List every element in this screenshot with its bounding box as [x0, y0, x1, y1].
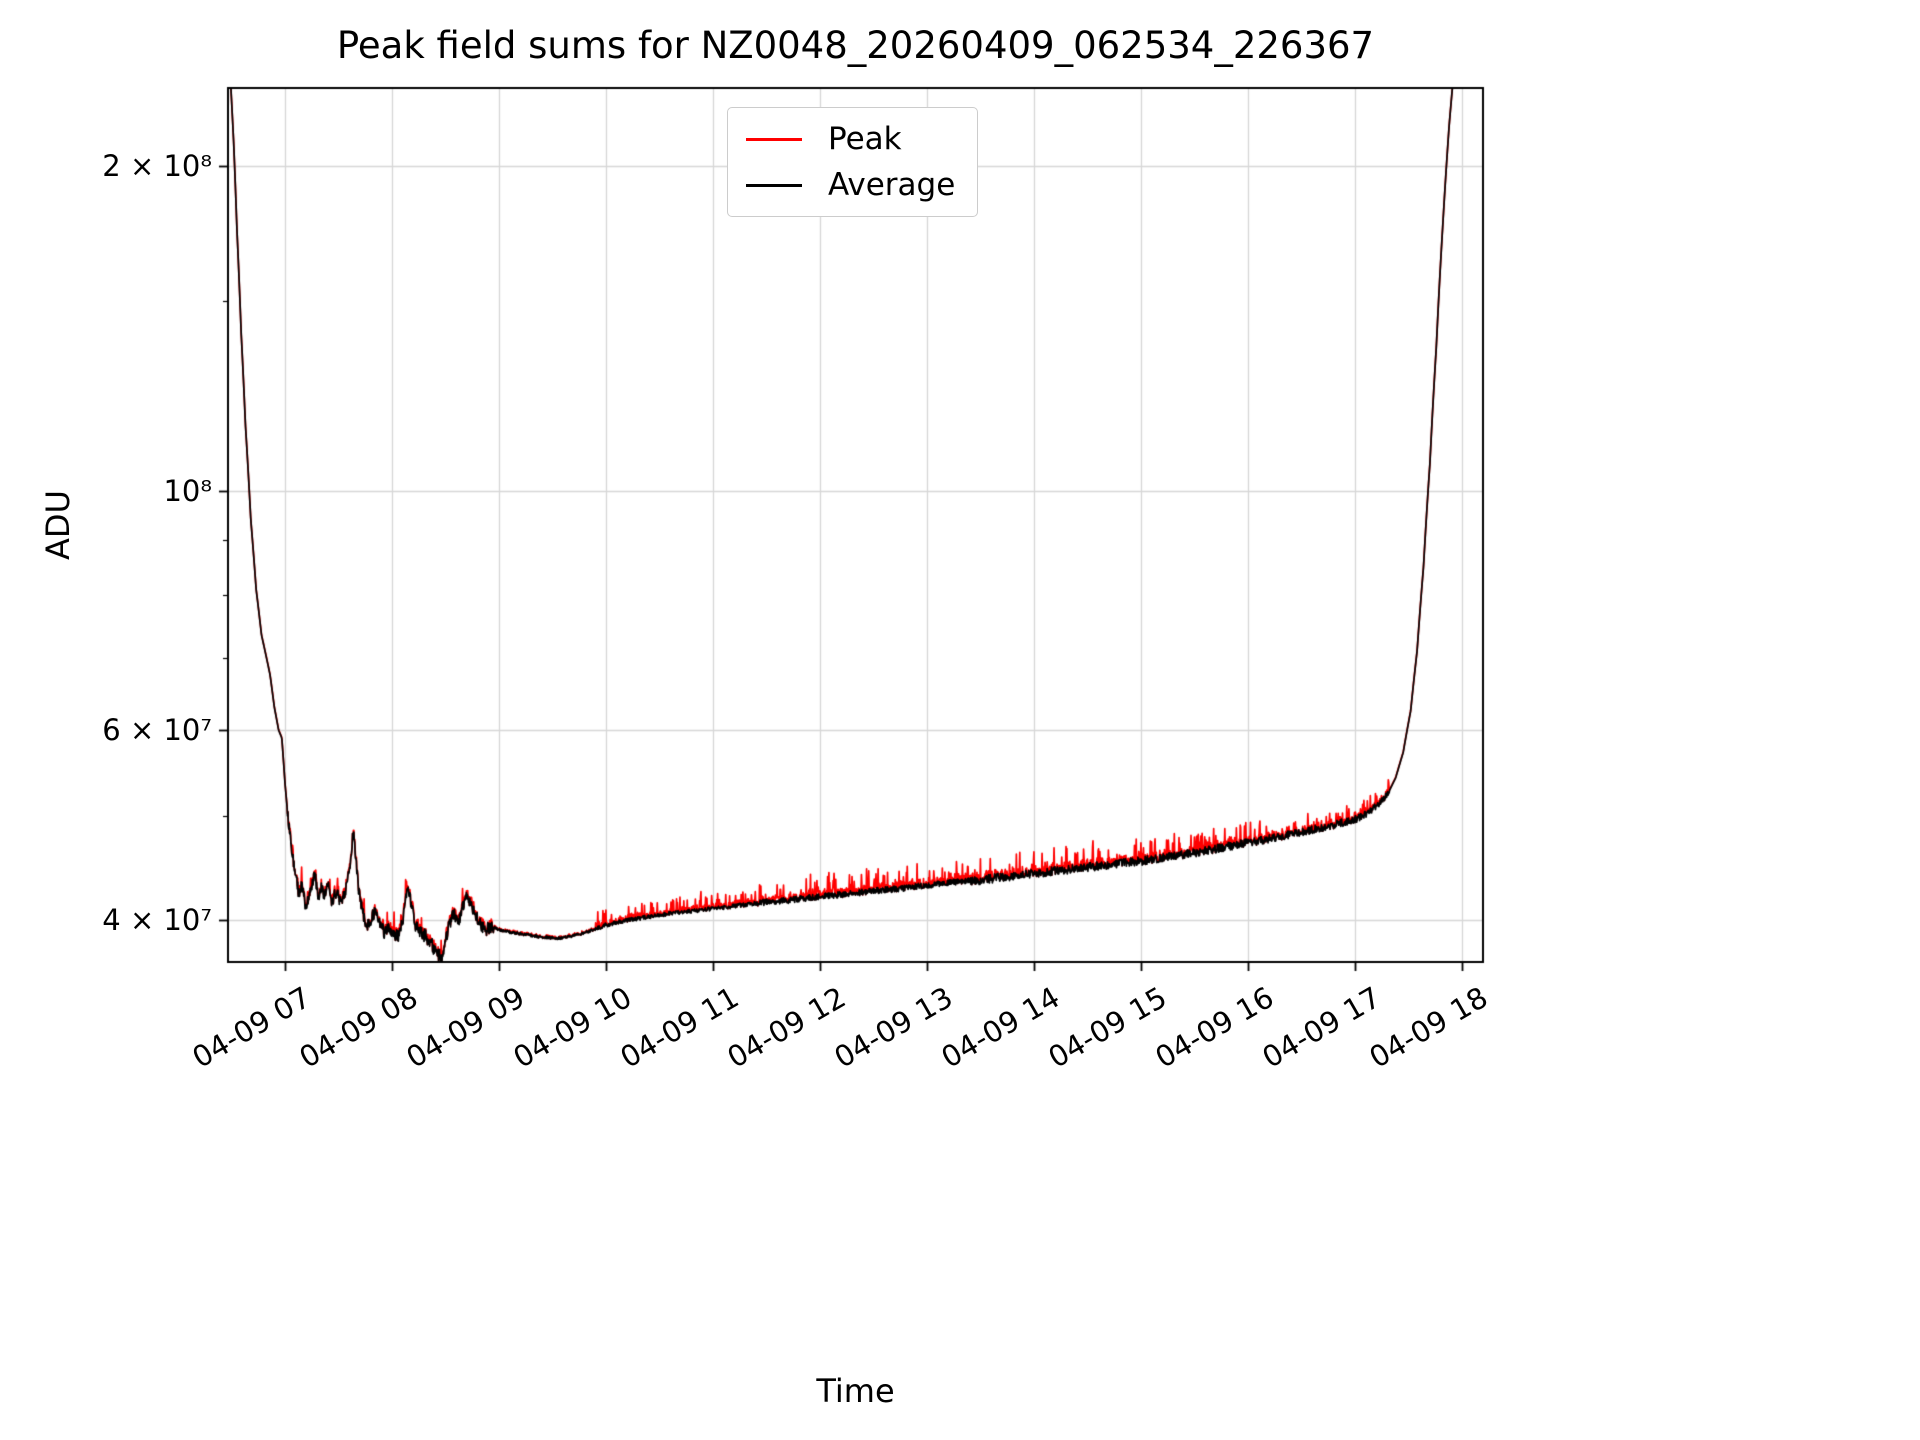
- legend: Peak Average: [727, 107, 979, 217]
- x-axis-label: Time: [816, 1372, 895, 1410]
- average-line-sample: [746, 183, 802, 187]
- legend-label-peak: Peak: [828, 121, 902, 157]
- legend-item-peak: Peak: [746, 116, 955, 162]
- legend-label-average: Average: [828, 167, 956, 203]
- chart-title: Peak field sums for NZ0048_20260409_0625…: [336, 24, 1375, 67]
- y-tick-label: 4 × 10⁷: [102, 903, 212, 938]
- y-tick-label: 6 × 10⁷: [102, 713, 212, 748]
- y-tick-label: 10⁸: [163, 473, 212, 508]
- y-axis-label: ADU: [39, 490, 77, 560]
- legend-item-average: Average: [746, 162, 955, 208]
- peak-line-sample: [746, 137, 802, 141]
- y-tick-label: 2 × 10⁸: [102, 148, 212, 183]
